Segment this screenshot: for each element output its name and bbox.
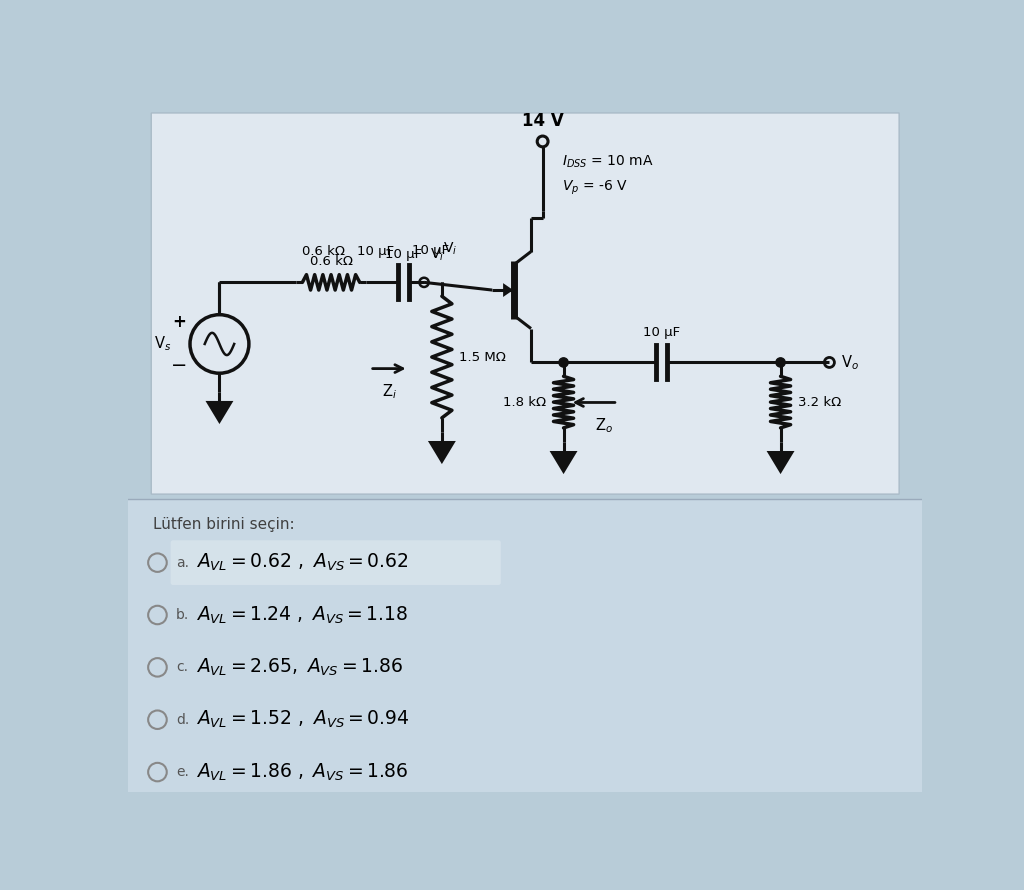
Polygon shape (428, 441, 456, 464)
Text: +: + (172, 313, 186, 331)
FancyBboxPatch shape (152, 113, 899, 494)
Text: 3.2 kΩ: 3.2 kΩ (798, 395, 841, 409)
Text: d.: d. (176, 713, 189, 727)
Text: $I_{DSS}$ = 10 mA: $I_{DSS}$ = 10 mA (562, 154, 653, 171)
Bar (128, 499, 922, 792)
Text: c.: c. (176, 660, 188, 675)
Text: $A_{VL} = 1.52\ ,\ A_{VS} = 0.94$: $A_{VL} = 1.52\ ,\ A_{VS} = 0.94$ (197, 709, 410, 731)
Text: V$_i$: V$_i$ (430, 247, 444, 263)
Text: $V_p$ = -6 V: $V_p$ = -6 V (562, 179, 628, 197)
Text: 1.5 MΩ: 1.5 MΩ (459, 351, 506, 363)
Polygon shape (767, 451, 795, 474)
Text: 10 μF: 10 μF (413, 244, 450, 257)
Text: a.: a. (176, 555, 189, 570)
Text: 1.8 kΩ: 1.8 kΩ (504, 395, 547, 409)
Text: 0.6 kΩ: 0.6 kΩ (309, 255, 352, 269)
Circle shape (776, 358, 785, 367)
Text: −: − (171, 356, 187, 375)
Text: 14 V: 14 V (522, 112, 563, 130)
Text: $A_{VL} = 1.24\ ,\ A_{VS} = 1.18$: $A_{VL} = 1.24\ ,\ A_{VS} = 1.18$ (197, 604, 409, 626)
Text: $A_{VL} = 2.65,\ A_{VS} = 1.86$: $A_{VL} = 2.65,\ A_{VS} = 1.86$ (197, 657, 403, 678)
Text: Z$_i$: Z$_i$ (382, 383, 397, 401)
Text: $A_{VL} = 0.62\ ,\ A_{VS} = 0.62$: $A_{VL} = 0.62\ ,\ A_{VS} = 0.62$ (197, 552, 409, 573)
Polygon shape (503, 283, 513, 297)
Text: 10 μF: 10 μF (385, 247, 422, 261)
Text: Lütfen birini seçin:: Lütfen birini seçin: (153, 516, 295, 531)
Text: V$_o$: V$_o$ (841, 353, 859, 372)
Text: 10 μF: 10 μF (643, 327, 680, 339)
FancyBboxPatch shape (171, 540, 501, 585)
Polygon shape (550, 451, 578, 474)
Circle shape (559, 358, 568, 367)
Text: 10 μF: 10 μF (357, 245, 394, 258)
Polygon shape (206, 400, 233, 424)
Text: b.: b. (176, 608, 189, 622)
Text: $A_{VL} = 1.86\ ,\ A_{VS} = 1.86$: $A_{VL} = 1.86\ ,\ A_{VS} = 1.86$ (197, 762, 409, 782)
Text: V$_i$: V$_i$ (443, 240, 458, 257)
Text: V$_s$: V$_s$ (155, 335, 171, 353)
Text: 0.6 kΩ: 0.6 kΩ (302, 245, 345, 258)
Text: e.: e. (176, 765, 188, 779)
Text: Z$_o$: Z$_o$ (595, 417, 612, 435)
